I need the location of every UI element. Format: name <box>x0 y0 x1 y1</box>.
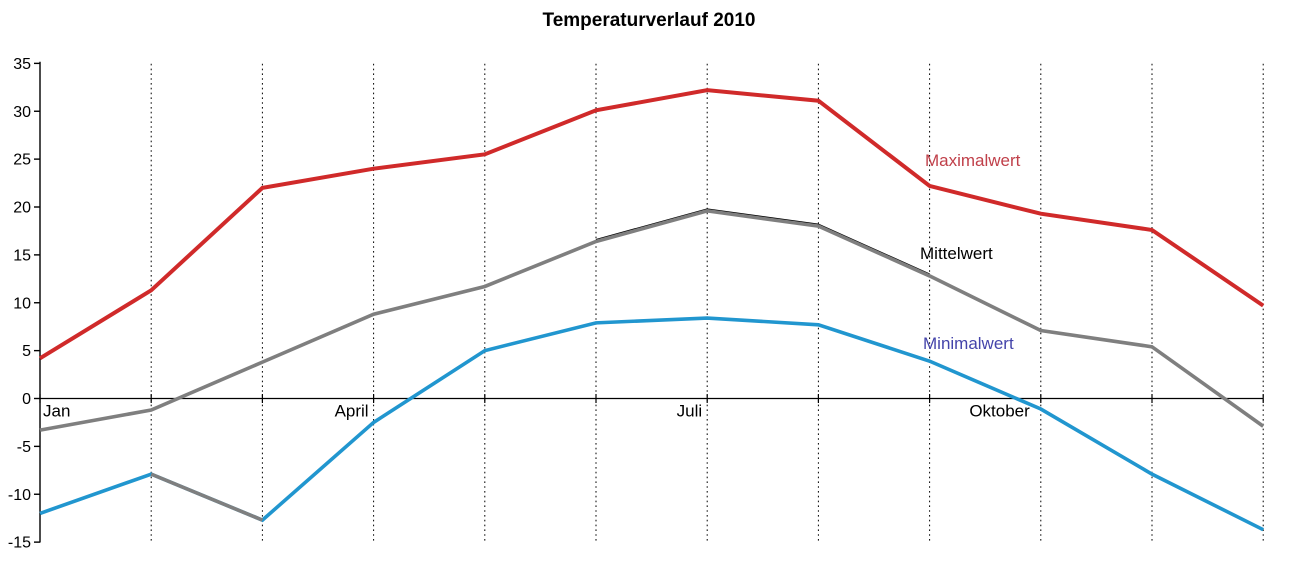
series-label-mittelwert: Mittelwert <box>920 244 993 263</box>
chart-title: Temperaturverlauf 2010 <box>542 10 756 31</box>
mittelwert-line <box>39 208 1265 432</box>
y-axis-tick-label: -10 <box>8 487 31 504</box>
y-axis-tick-label: 10 <box>13 295 31 312</box>
x-axis-month-label: Oktober <box>969 402 1030 421</box>
y-axis-tick-label: 25 <box>13 152 31 169</box>
series-label-maximalwert: Maximalwert <box>925 151 1021 170</box>
maximalwert-line <box>38 88 1265 360</box>
series-label-minimalwert: Minimalwert <box>923 334 1014 353</box>
y-axis-tick-label: 20 <box>13 200 31 217</box>
x-axis-month-label: Juli <box>677 402 703 421</box>
y-axis-tick-label: 30 <box>13 104 31 121</box>
minimalwert-line <box>39 316 1265 532</box>
y-axis-tick-label: 5 <box>22 343 31 360</box>
y-axis-tick-label: 15 <box>13 247 31 264</box>
y-axis-tick-label: -5 <box>17 439 31 456</box>
y-axis-tick-label: 35 <box>13 56 31 73</box>
minimalwert-gray-segment <box>150 472 264 522</box>
x-axis-month-label: April <box>335 402 369 421</box>
y-axis-tick-label: 0 <box>22 391 31 408</box>
y-axis-tick-label: -15 <box>8 535 31 552</box>
x-axis-month-label: Jan <box>43 402 70 421</box>
